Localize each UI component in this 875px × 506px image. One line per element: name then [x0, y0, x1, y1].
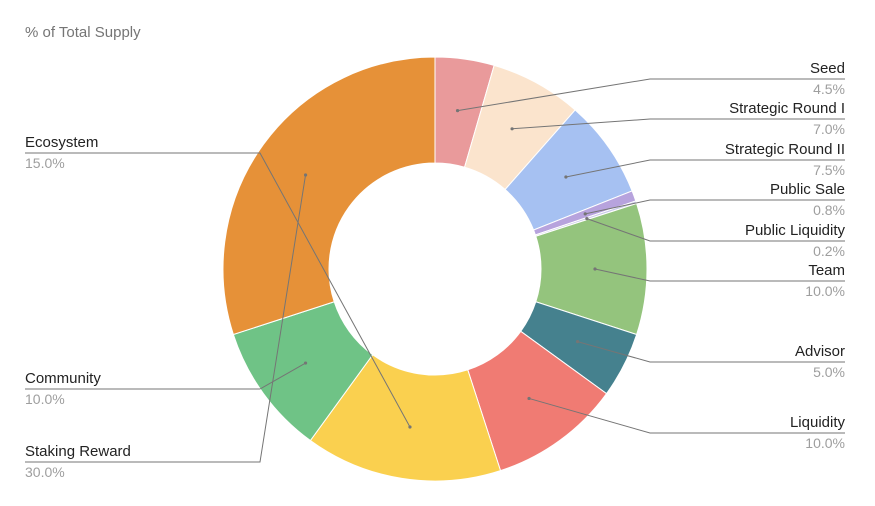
label-strategic-round-i: Strategic Round I	[729, 100, 845, 117]
leader-dot-public-liquidity	[585, 217, 589, 221]
leader-line-seed	[457, 78, 845, 112]
label-liquidity: Liquidity	[790, 414, 846, 431]
leader-line-staking-reward	[25, 174, 307, 463]
value-advisor: 5.0%	[813, 364, 845, 380]
leader-line-ecosystem	[25, 152, 411, 428]
leader-dot-strategic-round-i	[510, 127, 514, 131]
leader-dot-team	[593, 267, 597, 271]
label-advisor: Advisor	[795, 343, 845, 360]
label-ecosystem: Ecosystem	[25, 134, 98, 151]
value-staking-reward: 30.0%	[25, 464, 65, 480]
value-strategic-round-i: 7.0%	[813, 121, 845, 137]
leader-dot-ecosystem	[408, 425, 412, 429]
leader-line-advisor	[577, 341, 845, 363]
slice-staking-reward	[222, 56, 436, 336]
value-strategic-round-ii: 7.5%	[813, 162, 845, 178]
label-public-liquidity: Public Liquidity	[745, 222, 846, 239]
leader-line-community	[25, 362, 306, 390]
label-strategic-round-ii: Strategic Round II	[725, 141, 845, 158]
leader-line-public-sale	[585, 199, 845, 215]
value-liquidity: 10.0%	[805, 435, 845, 451]
leader-dot-public-sale	[583, 212, 587, 216]
label-staking-reward: Staking Reward	[25, 443, 131, 460]
label-community: Community	[25, 370, 101, 387]
value-ecosystem: 15.0%	[25, 155, 65, 171]
leader-dot-liquidity	[527, 396, 531, 401]
leader-line-strategic-round-i	[512, 118, 845, 130]
value-public-liquidity: 0.2%	[813, 243, 845, 259]
chart-title: % of Total Supply	[25, 24, 141, 41]
leader-line-public-liquidity	[586, 218, 845, 242]
label-seed: Seed	[810, 60, 845, 77]
value-public-sale: 0.8%	[813, 202, 845, 218]
leader-dot-strategic-round-ii	[564, 175, 568, 179]
label-public-sale: Public Sale	[770, 181, 845, 198]
leader-dot-community	[303, 361, 308, 365]
value-seed: 4.5%	[813, 81, 845, 97]
value-team: 10.0%	[805, 283, 845, 299]
value-community: 10.0%	[25, 391, 65, 407]
leader-line-strategic-round-ii	[565, 159, 845, 178]
leader-dot-seed	[455, 108, 460, 113]
leader-dot-advisor	[575, 340, 580, 344]
leader-line-team	[594, 268, 845, 282]
label-team: Team	[808, 262, 845, 279]
leader-dot-staking-reward	[303, 173, 308, 177]
leader-line-liquidity	[528, 397, 845, 434]
